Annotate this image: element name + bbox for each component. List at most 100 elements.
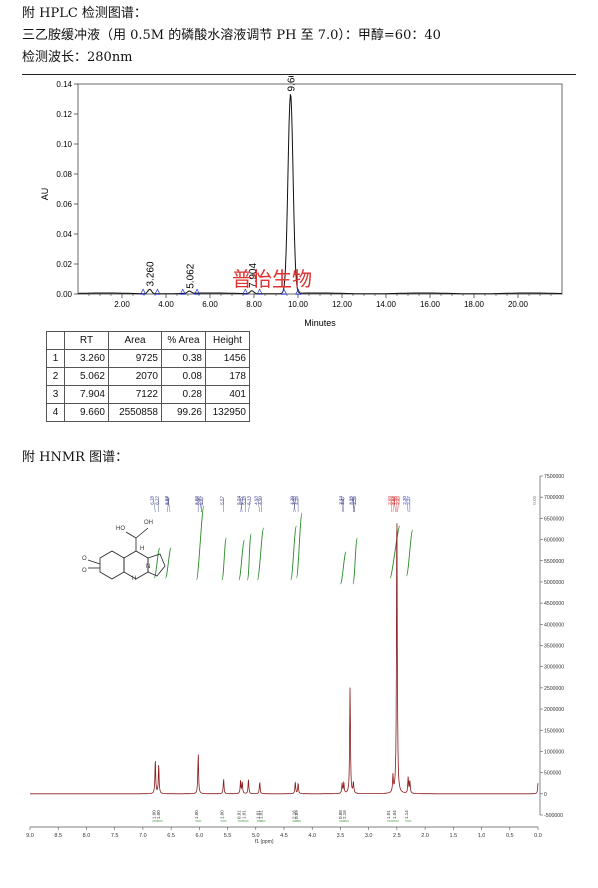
peak-marker xyxy=(256,288,263,295)
nmr-x-tick-label: 6.0 xyxy=(196,833,204,839)
nmr-peak-label-line xyxy=(352,497,355,513)
row-rt: 9.660 xyxy=(64,403,109,422)
nmr-integral-curve xyxy=(153,547,161,579)
nmr-x-tick-label: 1.0 xyxy=(478,833,486,839)
molecule-label: H xyxy=(140,546,144,552)
nmr-peak-label: 6.57 xyxy=(165,496,170,505)
nmr-peak-label-line xyxy=(153,497,156,513)
nmr-integral-label: 0.89 xyxy=(294,810,299,819)
nmr-y-tick-label: 7000000 xyxy=(544,495,564,501)
nmr-integral-curve xyxy=(352,537,358,585)
nmr-integral-curve xyxy=(257,527,265,581)
nmr-peak-label: 6.78 xyxy=(149,496,154,505)
nmr-integral-label: 0.88 xyxy=(338,810,343,819)
y-tick-label: 0.08 xyxy=(56,170,72,179)
x-tick-label: 10.00 xyxy=(288,300,309,309)
nmr-integral-curve xyxy=(339,551,347,585)
nmr-peak-label-line xyxy=(257,497,260,513)
nmr-x-tick-label: 1.5 xyxy=(450,833,458,839)
nmr-peak-label-line xyxy=(392,497,396,513)
table-header-height: Height xyxy=(205,331,250,350)
x-tick-label: 12.00 xyxy=(332,300,353,309)
x-tick-label: 8.00 xyxy=(246,300,262,309)
nmr-peak-label: 2.60 xyxy=(387,496,392,505)
nmr-peak-label: 2.30 xyxy=(402,496,407,505)
nmr-peak-label: 2.27 xyxy=(406,496,411,505)
row-pct-area: 0.28 xyxy=(161,385,206,404)
nmr-peak-label: 2.57 xyxy=(391,496,396,505)
table-header-area: Area xyxy=(108,331,162,350)
row-area: 2070 xyxy=(108,367,162,386)
nmr-y-tick-label: 5000000 xyxy=(544,580,564,586)
nmr-trace-line xyxy=(30,523,539,795)
table-header-index xyxy=(46,331,65,350)
nmr-peak-label: 2.49 xyxy=(395,496,400,505)
nmr-integral-label: 1.00 xyxy=(220,810,225,819)
peak-marker xyxy=(242,288,249,295)
nmr-y-tick-label: 2500000 xyxy=(544,686,564,692)
nmr-peak-label: 3.26 xyxy=(352,496,357,505)
table-row: 4 9.660 2550858 99.26 132950 xyxy=(46,403,250,422)
nmr-integral-label: 2.18 xyxy=(342,810,347,819)
nmr-x-tick-label: 7.5 xyxy=(111,833,119,839)
nmr-peak-label: 3.44 xyxy=(338,496,343,505)
mobile-phase-line: 三乙胺缓冲液（用 0.5M 的磷酸水溶液调节 PH 至 7.0）：甲醇=60：4… xyxy=(22,28,441,43)
row-index: 3 xyxy=(46,385,65,404)
nmr-y-tick-label: 6000000 xyxy=(544,538,564,544)
nmr-x-tick-label: 3.0 xyxy=(365,833,373,839)
nmr-peak-label: 2.50 xyxy=(393,496,398,505)
nmr-peak-label-line xyxy=(293,497,296,513)
nmr-x-tick-label: 2.5 xyxy=(393,833,401,839)
nmr-y-tick-label: -500000 xyxy=(544,813,563,819)
nmr-integral-curve xyxy=(389,525,401,579)
nmr-integral-label: 1.14 xyxy=(404,810,409,819)
nmr-y-tick-label: 2000000 xyxy=(544,707,564,713)
nmr-x-tick-label: 5.5 xyxy=(224,833,232,839)
nmr-peak-label-line xyxy=(166,497,170,513)
row-height: 132950 xyxy=(205,403,250,422)
row-rt: 5.062 xyxy=(64,367,109,386)
nmr-peak-label: 5.96 xyxy=(196,496,201,505)
x-tick-label: 4.00 xyxy=(158,300,174,309)
peak-marker xyxy=(295,288,302,295)
nmr-integral-curve xyxy=(238,539,245,581)
row-rt: 3.260 xyxy=(64,349,109,368)
nmr-integral-curve xyxy=(165,547,172,579)
nmr-peak-label: 3.27 xyxy=(349,496,354,505)
hplc-chromatogram: 0.00 0.02 0.04 0.06 0.08 0.10 0.12 0.14 2.00 4.00… xyxy=(40,76,563,328)
nmr-peak-label-line xyxy=(341,497,345,513)
nmr-integral-curve xyxy=(406,529,414,577)
peak-marker xyxy=(193,288,201,295)
molecule-label: OH xyxy=(144,520,153,526)
x-tick-label: 18.00 xyxy=(464,300,485,309)
table-header-pct-area: % Area xyxy=(161,331,206,350)
row-index: 1 xyxy=(46,349,65,368)
nmr-peak-label: 5.97 xyxy=(199,496,204,505)
nmr-integral-curve xyxy=(221,537,227,581)
nmr-peak-label: 0.00 xyxy=(532,496,537,505)
peak-label: 7.904 xyxy=(248,263,259,288)
row-area: 2550858 xyxy=(108,403,162,422)
row-index: 2 xyxy=(46,367,65,386)
peak-marker xyxy=(140,288,147,295)
nmr-peak-label: 6.52 xyxy=(164,496,169,505)
nmr-peak-label-line xyxy=(341,497,345,513)
nmr-y-tick-label: 3500000 xyxy=(544,644,564,650)
nmr-peak-label-line xyxy=(199,497,202,513)
y-tick-label: 0.02 xyxy=(56,260,72,269)
hplc-y-label: AU xyxy=(40,188,50,201)
nmr-x-tick-label: 7.0 xyxy=(139,833,147,839)
molecule-structure xyxy=(87,527,166,580)
row-rt: 7.904 xyxy=(64,385,109,404)
nmr-integral-label: 2.16 xyxy=(291,810,296,819)
nmr-x-tick-label: 9.0 xyxy=(26,833,34,839)
nmr-peak-label: 4.90 xyxy=(257,496,262,505)
nmr-y-tick-label: 1500000 xyxy=(544,728,564,734)
molecule-label: H xyxy=(132,576,136,582)
nmr-peak-label-line xyxy=(248,497,251,513)
y-tick-label: 0.00 xyxy=(56,290,72,299)
nmr-integral-label: 1.00 xyxy=(194,810,199,819)
nmr-x-tick-label: 8.0 xyxy=(83,833,91,839)
nmr-x-tick-label: 8.5 xyxy=(54,833,62,839)
nmr-y-tick-label: 3000000 xyxy=(544,665,564,671)
